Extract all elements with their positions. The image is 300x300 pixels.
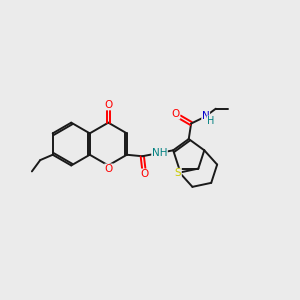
Text: NH: NH — [152, 148, 167, 158]
Text: O: O — [104, 100, 112, 110]
Text: N: N — [202, 111, 210, 122]
Text: O: O — [105, 164, 113, 174]
Text: H: H — [207, 116, 214, 126]
Text: S: S — [175, 168, 181, 178]
Text: O: O — [140, 169, 148, 179]
Text: O: O — [172, 109, 180, 119]
